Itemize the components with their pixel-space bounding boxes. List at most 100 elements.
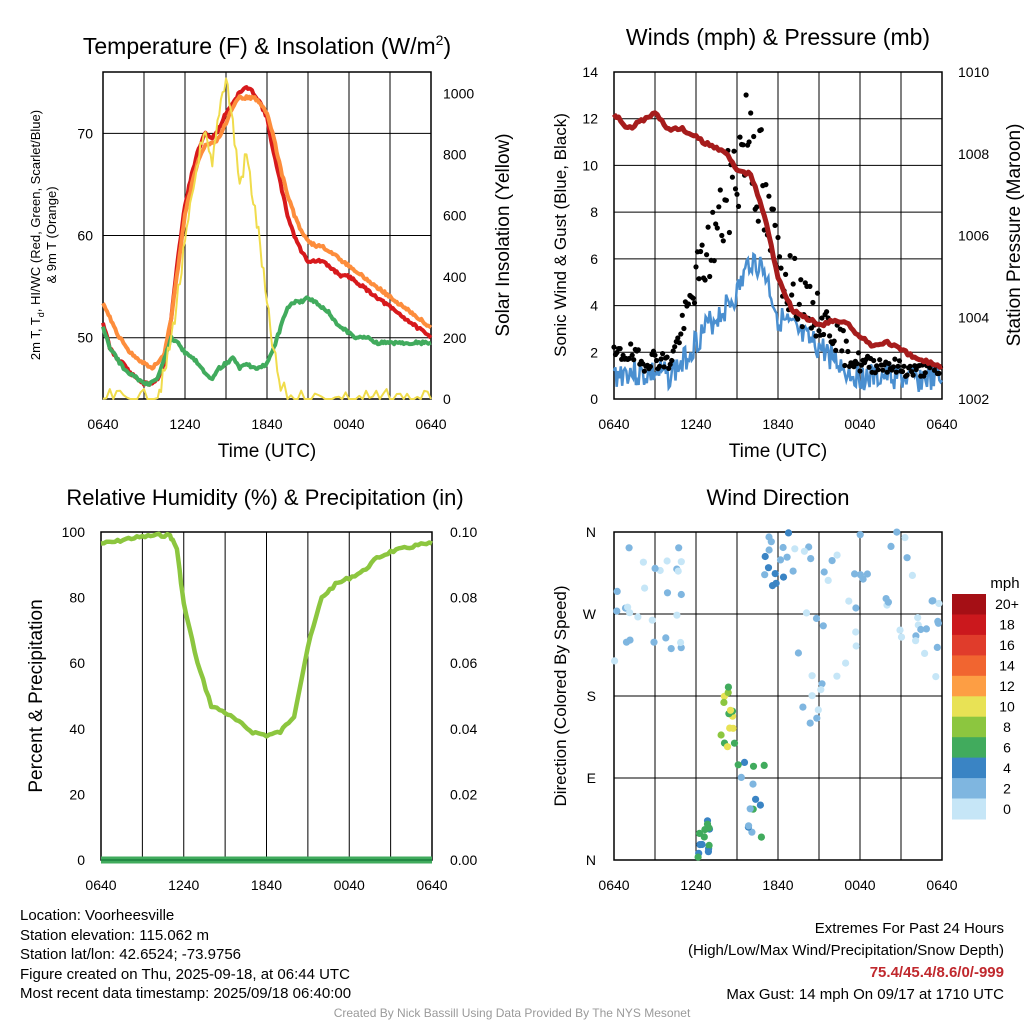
sonic-wind-line — [612, 251, 944, 392]
wind-direction-point — [740, 758, 749, 767]
gust-point — [690, 295, 696, 301]
wind-direction-point — [901, 534, 909, 542]
gust-point — [922, 370, 928, 376]
x-tick-label: 1840 — [762, 877, 793, 893]
humidity-series — [100, 531, 433, 864]
wind-direction-point — [851, 570, 859, 578]
wind-direction-point — [808, 672, 816, 680]
wind-direction-point — [639, 558, 648, 566]
gust-point — [787, 253, 793, 259]
gust-point — [754, 204, 760, 210]
y-right-tick-label: 1004 — [958, 309, 989, 325]
gust-point — [875, 367, 881, 373]
gust-point — [719, 232, 725, 239]
gust-point — [660, 351, 666, 357]
wind-direction-chart-title: Wind Direction — [706, 485, 849, 510]
location-text: Location: Voorheesville — [20, 907, 175, 924]
wind-direction-point — [651, 564, 659, 573]
gust-point — [734, 191, 740, 197]
gust-point — [732, 186, 739, 192]
gust-point — [647, 364, 654, 370]
gust-point — [669, 357, 675, 364]
gust-point — [790, 281, 796, 287]
gust-point — [910, 372, 916, 378]
gust-point — [679, 312, 685, 318]
gust-point — [842, 362, 848, 369]
gust-point — [611, 344, 617, 350]
gust-point — [751, 133, 757, 140]
gust-point — [783, 271, 789, 277]
gust-point — [672, 344, 678, 350]
gust-point — [720, 238, 726, 244]
y-right-tick-label: 0.04 — [450, 721, 477, 737]
wind-direction-point — [908, 571, 917, 580]
gust-point — [731, 148, 737, 154]
temperature-left-axis-label: 2m T, Td, HI/WC (Red, Green, Scarlet/Blu… — [28, 110, 46, 360]
y-right-tick-label: 1008 — [958, 146, 989, 162]
humidity-gridlines — [100, 532, 433, 860]
gust-point — [843, 338, 849, 344]
temperature-tick-labels: 0640 1240 1840 0040 0640 50 60 70 0 200 400 600 800 1… — [77, 85, 474, 432]
wind-direction-point — [807, 555, 815, 563]
gust-point — [796, 301, 802, 307]
recent-data-text: Most recent data timestamp: 2025/09/18 0… — [20, 985, 352, 1003]
gust-point — [845, 348, 851, 355]
gust-point — [653, 357, 660, 364]
wind-direction-point — [833, 551, 841, 559]
y-left-tick-label: 20 — [69, 786, 85, 802]
gust-point — [710, 209, 716, 215]
wind-direction-point — [845, 597, 853, 605]
gust-point — [810, 299, 816, 306]
gust-point — [855, 350, 862, 356]
gust-point — [670, 348, 676, 354]
wind-direction-point — [771, 570, 779, 578]
wind-direction-point — [812, 614, 821, 623]
wind-direction-point — [745, 822, 753, 830]
gust-point — [740, 142, 746, 148]
temperature-series-line — [102, 77, 432, 400]
winds-chart-title: Winds (mph) & Pressure (mb) — [626, 24, 930, 50]
y-left-tick-label: 10 — [582, 157, 598, 173]
gust-point — [824, 309, 830, 315]
gust-point — [778, 265, 784, 271]
gust-point — [816, 328, 822, 334]
wind-direction-point — [817, 686, 825, 694]
colorbar-swatch — [952, 594, 986, 615]
extremes-legend: (High/Low/Max Wind/Precipitation/Snow De… — [688, 942, 1004, 959]
humidity-chart-title: Relative Humidity (%) & Precipitation (i… — [66, 485, 463, 510]
wind-direction-point — [723, 743, 732, 751]
gust-point — [833, 347, 839, 353]
wind-direction-point — [724, 689, 732, 697]
pressure-line — [611, 110, 943, 370]
wind-direction-point — [737, 773, 745, 782]
wind-direction-point — [768, 582, 777, 590]
gust-point — [716, 204, 722, 210]
gust-point — [866, 364, 872, 370]
wind-direction-point — [933, 643, 941, 652]
humidity-left-axis-label: Percent & Precipitation — [26, 599, 47, 792]
pressure-right-axis-label: Station Pressure (Maroon) — [1004, 124, 1024, 347]
wind-direction-point — [820, 568, 828, 576]
gust-point — [652, 352, 658, 358]
wind-direction-point — [863, 570, 872, 578]
gust-point — [713, 221, 719, 227]
wind-direction-point — [752, 795, 760, 803]
gust-point — [699, 242, 705, 248]
y-left-tick-label: 2 — [590, 344, 598, 360]
wind-direction-point — [717, 731, 725, 739]
winds-x-axis-label: Time (UTC) — [729, 441, 828, 462]
wind-direction-point — [704, 848, 713, 856]
wind-direction-point — [914, 614, 922, 622]
y-left-tick-label: 60 — [69, 655, 85, 671]
wind-direction-point — [779, 543, 787, 552]
gust-point — [770, 206, 777, 212]
wind-direction-point — [726, 706, 735, 714]
y-right-tick-label: 200 — [443, 330, 467, 346]
gust-point — [936, 370, 942, 376]
wind-direction-point — [674, 567, 682, 575]
wind-direction-point — [784, 529, 793, 537]
y-left-tick-label: 100 — [62, 524, 86, 540]
y-right-tick-label: 0.00 — [450, 852, 477, 868]
y-right-tick-label: 1006 — [958, 228, 989, 244]
colorbar-label: 4 — [1003, 760, 1011, 776]
